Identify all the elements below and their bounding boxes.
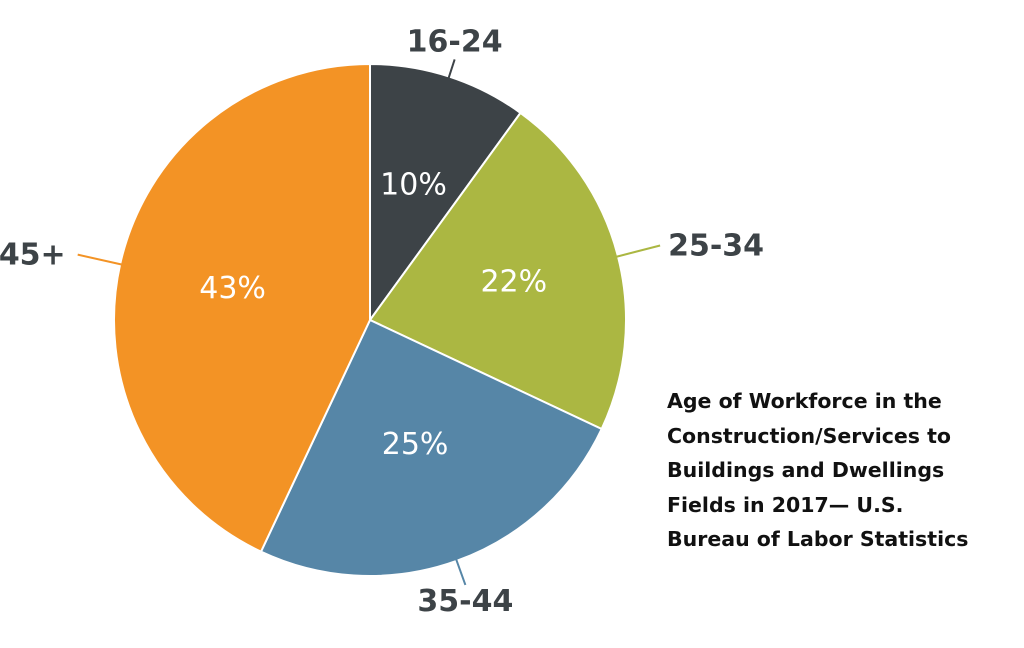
slice-value-label: 25% (382, 427, 449, 462)
slice-value-label: 22% (480, 265, 547, 300)
chart-title-line: Age of Workforce in the (667, 389, 942, 413)
chart-title-line: Construction/Services to (667, 423, 952, 448)
chart-title: Age of Workforce in the Construction/Ser… (667, 384, 1017, 557)
slice-value-label: 43% (199, 271, 266, 306)
chart-title-line: Fields in 2017— U.S. (667, 492, 904, 517)
leader-line (454, 558, 467, 586)
category-label: 45+ (0, 238, 66, 273)
category-label: 35-44 (417, 584, 513, 619)
leader-line (615, 244, 661, 258)
chart-title-line: Bureau of Labor Statistics (667, 527, 969, 551)
leader-line (447, 59, 456, 80)
category-label: 16-24 (407, 24, 503, 59)
leader-line (77, 253, 123, 266)
slice-value-label: 10% (380, 168, 447, 203)
category-label: 25-34 (668, 229, 764, 264)
chart-title-line: Buildings and Dwellings (667, 458, 945, 482)
